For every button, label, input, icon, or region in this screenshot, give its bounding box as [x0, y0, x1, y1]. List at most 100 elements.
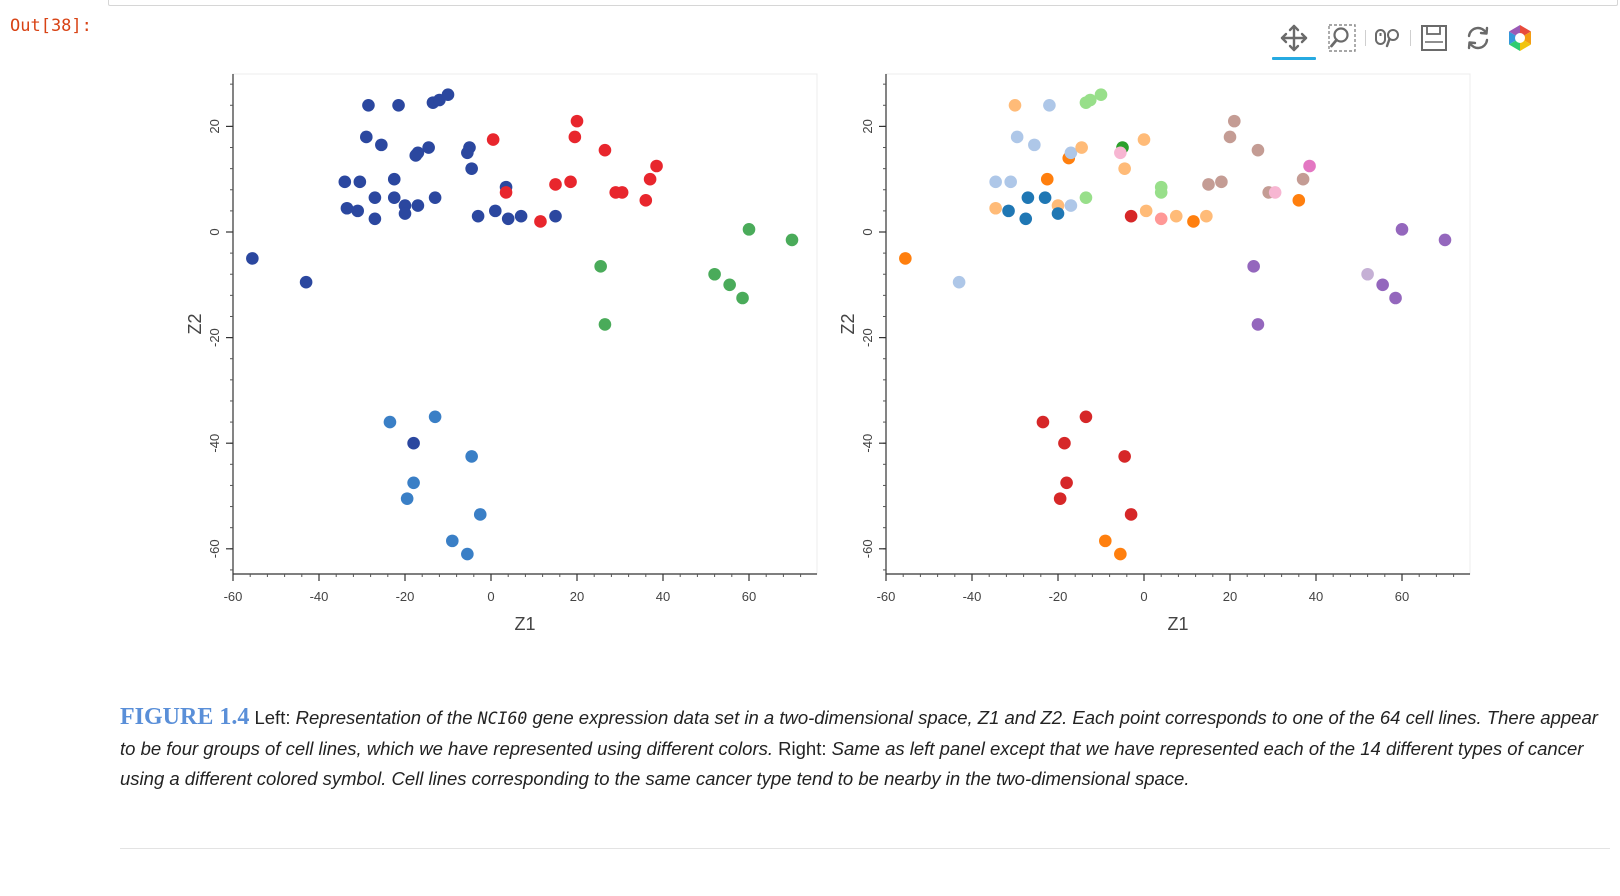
scatter-point — [407, 476, 420, 490]
scatter-point — [1114, 547, 1127, 561]
scatter-point — [650, 159, 663, 173]
scatter-point — [351, 204, 365, 218]
x-tick-label: -20 — [1049, 589, 1068, 604]
scatter-point — [501, 212, 515, 226]
scatter-point — [428, 410, 442, 424]
scatter-point — [461, 547, 474, 561]
scatter-point — [465, 450, 478, 463]
scatter-point — [1004, 175, 1017, 189]
scatter-point — [428, 191, 442, 204]
scatter-point — [598, 143, 612, 157]
scatter-point — [514, 209, 528, 223]
scatter-point — [1292, 194, 1306, 207]
x-tick-label: 60 — [1395, 589, 1409, 604]
scatter-point — [1376, 278, 1389, 292]
x-tick-label: -40 — [310, 589, 329, 604]
scatter-point — [1200, 209, 1213, 223]
scatter-point — [594, 260, 607, 273]
scatter-point — [441, 88, 455, 102]
scatter-point — [1137, 133, 1151, 146]
scatter-point — [1038, 191, 1052, 204]
scatter-point — [1202, 178, 1215, 191]
scatter-point — [549, 178, 562, 191]
scatter-point — [1099, 534, 1112, 548]
cell-frame — [108, 0, 1618, 6]
scatter-point — [486, 133, 500, 146]
scatter-point — [1060, 476, 1073, 490]
plot-toolbar — [1272, 20, 1572, 60]
caption-right-word: Right: — [778, 738, 827, 759]
scatter-point — [407, 436, 420, 450]
pan-tool-button[interactable] — [1272, 20, 1316, 56]
scatter-point — [736, 291, 749, 305]
wheel-zoom-tool-button[interactable] — [1368, 20, 1408, 56]
scatter-point — [1438, 233, 1452, 247]
box-zoom-icon — [1328, 24, 1356, 52]
x-axis-title: Z1 — [514, 614, 535, 634]
scatter-point — [1079, 410, 1093, 424]
plot-frame — [232, 73, 818, 575]
x-tick-label: -60 — [877, 589, 896, 604]
scatter-point — [952, 275, 966, 289]
save-tool-button[interactable] — [1413, 20, 1455, 56]
scatter-point — [1064, 199, 1078, 212]
scatter-point — [362, 98, 375, 112]
pan-icon — [1280, 24, 1308, 52]
scatter-point — [1296, 172, 1310, 186]
reset-icon — [1467, 26, 1489, 50]
scatter-point — [1075, 141, 1088, 154]
scatter-point — [1019, 212, 1033, 226]
scatter-point — [398, 207, 412, 220]
scatter-point — [446, 534, 459, 548]
y-tick-label: -40 — [860, 434, 875, 453]
figure-label: FIGURE 1.4 — [120, 704, 250, 730]
scatter-point — [742, 223, 756, 236]
y-tick-label: 0 — [207, 228, 222, 235]
scatter-point — [598, 318, 612, 331]
scatter-point — [368, 212, 382, 226]
scatter-point — [383, 415, 397, 429]
scatter-point — [1051, 207, 1065, 220]
scatter-point — [1118, 450, 1131, 463]
scatter-point — [1083, 93, 1097, 107]
scatter-point — [1094, 88, 1108, 102]
scatter-point — [1154, 212, 1168, 226]
scatter-point — [1361, 267, 1374, 281]
x-tick-label: 20 — [1223, 589, 1237, 604]
x-tick-label: 0 — [487, 589, 494, 604]
scatter-point — [465, 162, 478, 175]
scatter-point — [1247, 260, 1260, 273]
scatter-point — [1021, 191, 1035, 204]
scatter-point — [1124, 209, 1138, 223]
caption-left-word: Left: — [254, 707, 291, 728]
scatter-point — [392, 98, 405, 112]
x-tick-label: 40 — [656, 589, 670, 604]
scatter-point — [1268, 186, 1282, 199]
scatter-point — [299, 275, 313, 289]
y-tick-label: -60 — [860, 539, 875, 558]
reset-tool-button[interactable] — [1458, 20, 1498, 56]
y-tick-label: -20 — [207, 328, 222, 347]
scatter-point — [1058, 436, 1071, 450]
scatter-point — [639, 194, 653, 207]
scatter-point — [473, 508, 487, 521]
scatter-point — [1395, 223, 1409, 236]
left-scatter-plot[interactable]: -60 -40 -20 0 20 40 60 -60 -40 -20 0 20 Z1 Z2 — [185, 73, 818, 634]
scatter-point — [375, 138, 388, 152]
bokeh-logo-button[interactable] — [1500, 20, 1540, 56]
output-prompt: Out[38]: — [10, 16, 92, 36]
scatter-point — [1154, 186, 1168, 199]
scatter-point — [1008, 98, 1022, 112]
scatter-point — [1187, 215, 1200, 228]
scatter-point — [340, 201, 354, 215]
box-zoom-tool-button[interactable] — [1322, 20, 1362, 56]
scatter-point — [1053, 492, 1067, 505]
right-scatter-plot[interactable]: -60 -40 -20 0 20 40 60 -60 -40 -20 0 20 Z1 Z2 — [838, 73, 1471, 634]
scatter-point — [387, 172, 401, 186]
scatter-point — [1251, 318, 1265, 331]
scatter-point — [338, 175, 352, 189]
toolbar-separator — [1410, 30, 1411, 46]
x-tick-label: 40 — [1309, 589, 1323, 604]
y-tick-label: -40 — [207, 434, 222, 453]
